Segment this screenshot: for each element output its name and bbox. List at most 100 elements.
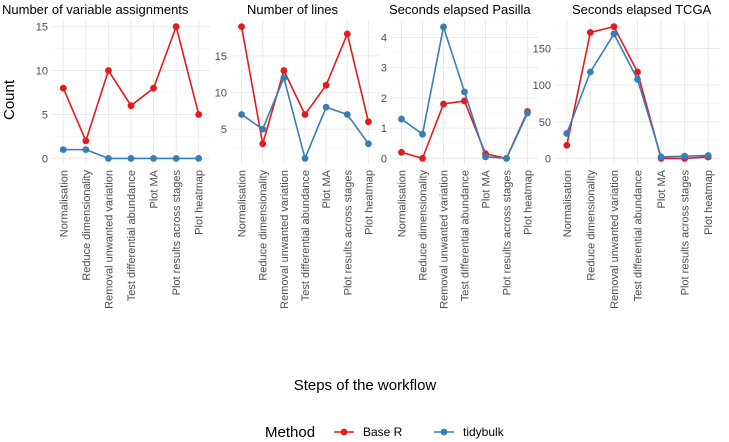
y-tick-label: 100 bbox=[533, 80, 551, 92]
data-point-tidybulk bbox=[59, 146, 67, 154]
data-point-tidybulk bbox=[322, 103, 330, 111]
x-tick-label: Reduce dimensionality bbox=[585, 170, 597, 281]
data-point-tidybulk bbox=[127, 155, 135, 162]
x-tick-label: Removal unwanted variation bbox=[103, 170, 115, 309]
y-tick-label: 5 bbox=[42, 109, 48, 121]
data-point-base-r bbox=[259, 140, 267, 148]
y-tick-label: 50 bbox=[539, 117, 551, 129]
data-point-base-r bbox=[301, 111, 309, 118]
panel-2: Number of lines 5 10 15 Normalisation Reduce … bbox=[215, 2, 379, 309]
legend-entry-tidybulk: tidybulk bbox=[434, 425, 505, 439]
data-point-base-r bbox=[82, 137, 90, 145]
data-point-base-r bbox=[238, 23, 245, 30]
panel-title: Number of lines bbox=[247, 2, 339, 17]
panel-title: Number of variable assignments bbox=[2, 2, 189, 17]
data-point-base-r bbox=[105, 67, 112, 74]
data-point-base-r bbox=[440, 100, 447, 108]
panel-3: Seconds elapsed Pasilla 0 1 2 3 4 Normalisatio… bbox=[381, 2, 538, 309]
data-point-tidybulk bbox=[586, 68, 594, 76]
x-tick-label: Reduce dimensionality bbox=[418, 170, 430, 281]
x-tick-label: Plot results across stages bbox=[502, 170, 514, 296]
data-point-base-r bbox=[419, 154, 426, 162]
y-tick-label: 10 bbox=[36, 66, 48, 78]
x-tick-label: Plot MA bbox=[481, 169, 493, 208]
x-tick-label: Normalisation bbox=[237, 170, 249, 237]
data-point-tidybulk bbox=[524, 109, 531, 117]
legend-key-point-tidybulk bbox=[440, 428, 448, 436]
y-tick-label: 2 bbox=[381, 93, 387, 105]
data-point-base-r bbox=[59, 84, 67, 92]
x-tick-label: Test differential abundance bbox=[633, 170, 645, 301]
data-point-tidybulk bbox=[150, 155, 157, 162]
data-point-tidybulk bbox=[172, 155, 180, 162]
data-point-base-r bbox=[172, 23, 180, 30]
x-tick-label: Removal unwanted variation bbox=[279, 170, 291, 309]
data-point-tidybulk bbox=[419, 130, 426, 138]
data-point-tidybulk bbox=[610, 30, 618, 38]
legend: Method Base R tidybulk bbox=[265, 424, 505, 441]
x-tick-label: Plot MA bbox=[321, 169, 333, 208]
data-point-base-r bbox=[563, 141, 571, 149]
x-tick-label: Plot MA bbox=[149, 169, 161, 208]
x-tick-label: Test differential abundance bbox=[126, 170, 138, 301]
data-point-tidybulk bbox=[105, 155, 112, 162]
data-point-tidybulk bbox=[704, 152, 712, 159]
y-tick-label: 3 bbox=[381, 63, 387, 75]
data-point-base-r bbox=[150, 84, 157, 92]
x-tick-label: Normalisation bbox=[562, 170, 574, 237]
data-point-tidybulk bbox=[195, 155, 203, 162]
data-point-base-r bbox=[280, 67, 288, 74]
panel-4: Seconds elapsed TCGA 0 50 100 150 Normalisati… bbox=[533, 2, 720, 309]
x-tick-label: Normalisation bbox=[58, 170, 70, 237]
y-tick-label: 4 bbox=[381, 33, 387, 45]
y-tick-label: 15 bbox=[36, 22, 48, 34]
y-axis-label: Count bbox=[1, 79, 18, 120]
data-point-tidybulk bbox=[301, 155, 309, 162]
data-point-tidybulk bbox=[280, 74, 288, 82]
data-point-base-r bbox=[365, 118, 372, 126]
data-point-tidybulk bbox=[503, 154, 510, 162]
x-tick-label: Plot heatmap bbox=[194, 170, 206, 235]
x-tick-label: Test differential abundance bbox=[460, 170, 472, 301]
data-point-base-r bbox=[127, 102, 135, 110]
panel-1: Number of variable assignments 0 5 10 15 Norm… bbox=[2, 2, 210, 309]
data-point-base-r bbox=[398, 148, 405, 156]
legend-title: Method bbox=[265, 424, 315, 441]
x-tick-label: Test differential abundance bbox=[300, 170, 312, 301]
data-point-base-r bbox=[322, 81, 330, 89]
x-tick-label: Removal unwanted variation bbox=[609, 170, 621, 309]
x-tick-label: Plot results across stages bbox=[680, 170, 692, 296]
data-point-base-r bbox=[343, 30, 351, 38]
data-point-tidybulk bbox=[82, 146, 90, 154]
data-point-tidybulk bbox=[634, 75, 641, 83]
data-point-tidybulk bbox=[482, 153, 489, 161]
x-tick-label: Normalisation bbox=[397, 170, 409, 237]
data-point-tidybulk bbox=[657, 153, 665, 161]
x-tick-label: Plot results across stages bbox=[342, 170, 354, 296]
x-tick-label: Removal unwanted variation bbox=[439, 170, 451, 309]
data-point-tidybulk bbox=[365, 140, 372, 148]
data-point-base-r bbox=[634, 68, 641, 76]
panel-title: Seconds elapsed TCGA bbox=[572, 2, 712, 17]
x-tick-label: Plot heatmap bbox=[363, 170, 375, 235]
data-point-base-r bbox=[586, 29, 594, 36]
data-point-base-r bbox=[610, 23, 618, 30]
x-tick-label: Plot heatmap bbox=[523, 170, 535, 235]
panels: Number of variable assignments 0 5 10 15 Norm… bbox=[2, 2, 720, 309]
y-tick-label: 5 bbox=[221, 124, 227, 136]
data-point-tidybulk bbox=[461, 88, 468, 96]
x-axis-label: Steps of the workflow bbox=[294, 377, 437, 394]
x-tick-label: Plot MA bbox=[656, 169, 668, 208]
data-point-tidybulk bbox=[681, 152, 689, 160]
x-tick-label: Plot heatmap bbox=[703, 170, 715, 235]
legend-key-point-base-r bbox=[340, 428, 348, 436]
y-tick-label: 0 bbox=[381, 153, 387, 165]
y-tick-label: 0 bbox=[545, 153, 551, 165]
data-point-tidybulk bbox=[440, 23, 447, 31]
data-point-tidybulk bbox=[563, 130, 571, 137]
y-tick-label: 15 bbox=[215, 51, 227, 63]
y-tick-label: 150 bbox=[533, 44, 551, 56]
y-tick-label: 0 bbox=[42, 153, 48, 165]
data-point-tidybulk bbox=[343, 111, 351, 118]
